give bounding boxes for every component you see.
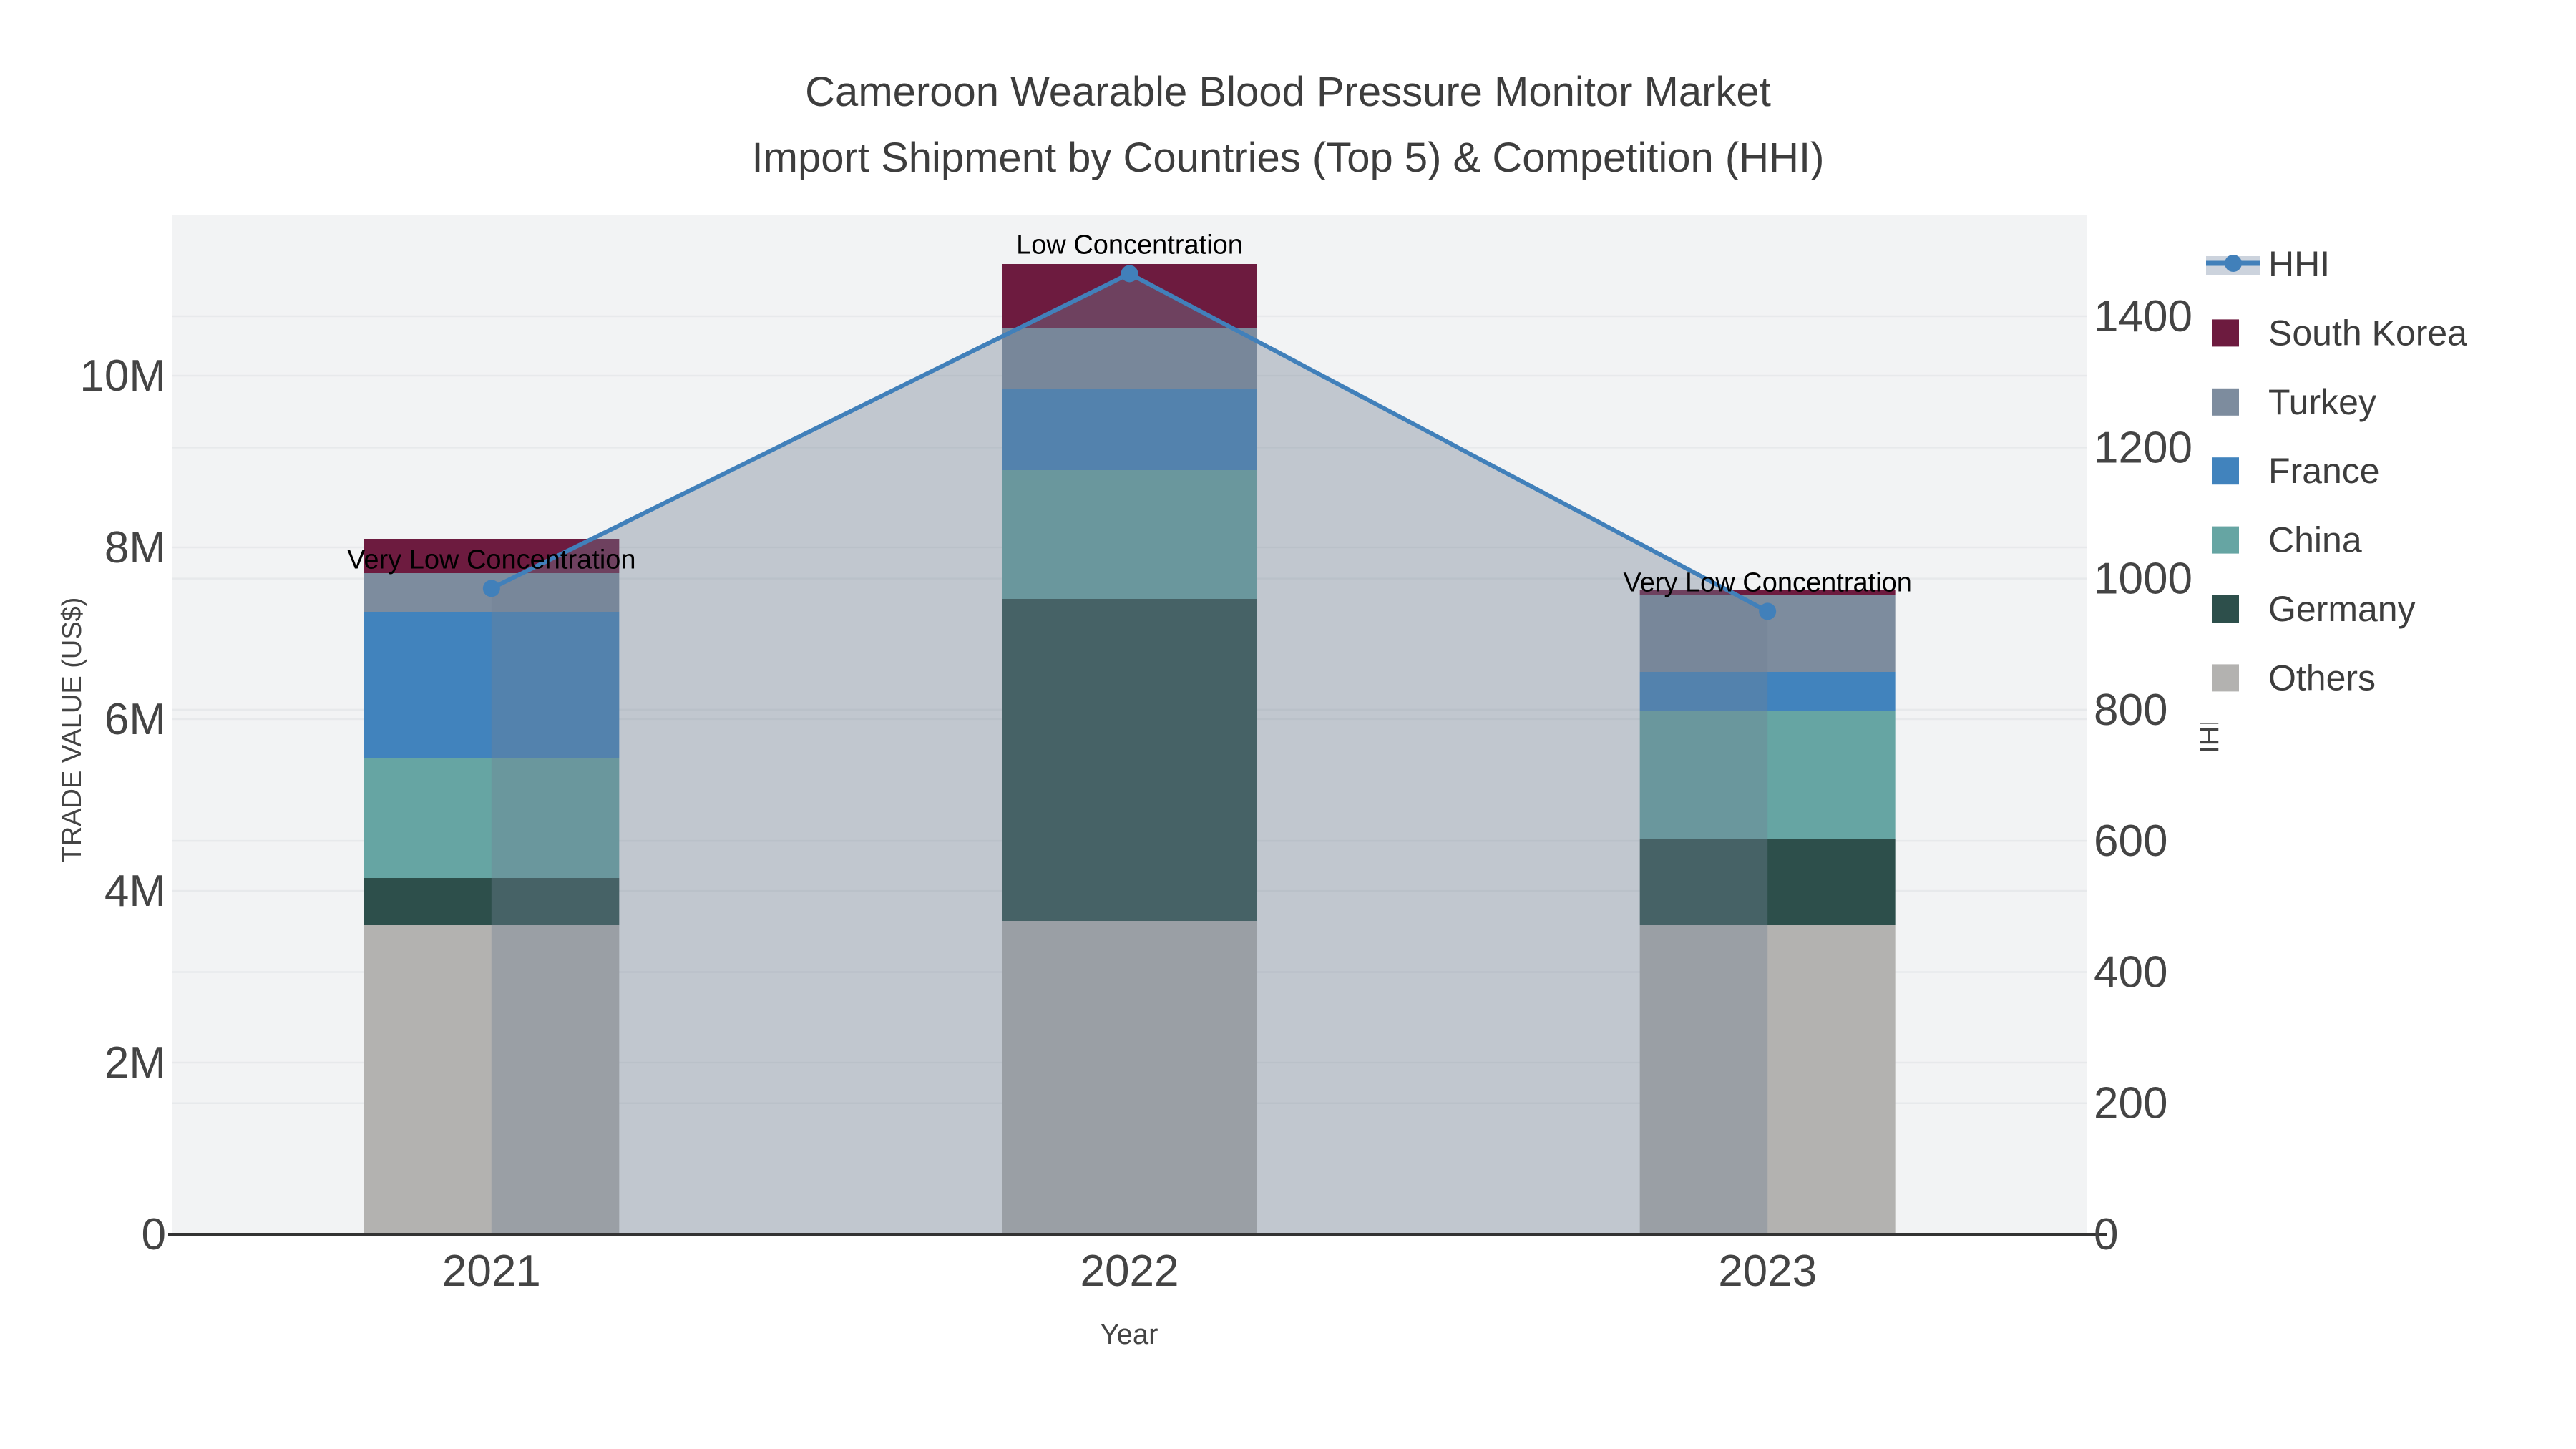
- legend-swatch: [2212, 319, 2239, 347]
- bar-segment-others[interactable]: [1002, 921, 1257, 1234]
- bar-segment-turkey[interactable]: [1002, 328, 1257, 389]
- x-tick-label: 2021: [442, 1246, 541, 1296]
- right-tick-label: 400: [2094, 947, 2167, 997]
- chart-title-line1: Cameroon Wearable Blood Pressure Monitor…: [805, 69, 1771, 115]
- legend-item-label: Others: [2268, 658, 2376, 698]
- right-tick-label: 1400: [2094, 292, 2192, 341]
- hhi-marker[interactable]: [482, 580, 500, 597]
- legend: HHI South Korea Turkey France China Germany Ot…: [2198, 228, 2573, 723]
- x-tick-label: 2022: [1080, 1246, 1179, 1296]
- legend-background: [2198, 228, 2573, 723]
- bar-segment-germany[interactable]: [1639, 839, 1896, 925]
- legend-item-germany[interactable]: Germany: [2212, 589, 2416, 629]
- hhi-marker[interactable]: [1759, 602, 1777, 620]
- hhi-area-fill: [491, 273, 1768, 1235]
- right-axis-tick-labels: 0 200 400 600 800 1000 1200 1400: [2094, 292, 2192, 1259]
- legend-item-label: Turkey: [2268, 382, 2376, 422]
- legend-swatch: [2212, 526, 2239, 554]
- bar-segment-germany[interactable]: [364, 878, 620, 925]
- left-tick-label: 4M: [104, 867, 166, 916]
- right-tick-label: 0: [2094, 1210, 2118, 1259]
- bar-segment-china[interactable]: [1002, 470, 1257, 599]
- left-tick-label: 6M: [104, 695, 166, 744]
- bar-segment-france[interactable]: [1639, 672, 1896, 711]
- bar-segment-china[interactable]: [1639, 711, 1896, 839]
- legend-item-south-korea[interactable]: South Korea: [2212, 313, 2467, 353]
- legend-item-label: France: [2268, 451, 2380, 491]
- legend-item-turkey[interactable]: Turkey: [2212, 382, 2376, 422]
- legend-swatch: [2212, 388, 2239, 416]
- legend-item-label: Germany: [2268, 589, 2416, 629]
- legend-item-hhi[interactable]: HHI: [2206, 244, 2330, 284]
- left-tick-label: 10M: [79, 351, 166, 401]
- stacked-bars: [364, 264, 1896, 1234]
- chart-title-line2: Import Shipment by Countries (Top 5) & C…: [752, 135, 1825, 181]
- legend-item-china[interactable]: China: [2212, 520, 2362, 560]
- bar-segment-china[interactable]: [364, 758, 620, 878]
- legend-item-label: HHI: [2268, 244, 2330, 284]
- x-axis-tick-labels: 2021 2022 2023: [442, 1246, 1817, 1296]
- bar-segment-others[interactable]: [364, 925, 620, 1234]
- left-tick-label: 0: [142, 1210, 166, 1259]
- bar-segment-others[interactable]: [1639, 925, 1896, 1234]
- left-tick-label: 8M: [104, 523, 166, 572]
- bar-segment-france[interactable]: [1002, 389, 1257, 470]
- x-axis-title: Year: [1101, 1319, 1158, 1350]
- legend-swatch: [2212, 457, 2239, 485]
- legend-item-france[interactable]: France: [2212, 451, 2380, 491]
- bar-segment-south-korea[interactable]: [1639, 590, 1896, 595]
- right-tick-label: 1200: [2094, 423, 2192, 472]
- left-tick-label: 2M: [104, 1038, 166, 1088]
- hhi-legend-marker: [2225, 255, 2242, 272]
- x-tick-label: 2023: [1718, 1246, 1817, 1296]
- hhi-line-series: [482, 265, 1777, 1235]
- concentration-annotation: Low Concentration: [1016, 230, 1243, 260]
- left-axis-tick-labels: 0 2M 4M 6M 8M 10M: [79, 351, 166, 1259]
- right-tick-label: 200: [2094, 1079, 2167, 1128]
- concentration-annotation: Very Low Concentration: [1623, 567, 1911, 597]
- bar-segment-france[interactable]: [364, 612, 620, 758]
- legend-swatch: [2212, 595, 2239, 623]
- hhi-annotations: Very Low Concentration Low Concentration V…: [347, 230, 1912, 597]
- legend-item-others[interactable]: Others: [2212, 658, 2376, 698]
- right-tick-label: 1000: [2094, 555, 2192, 604]
- legend-item-label: China: [2268, 520, 2362, 560]
- concentration-annotation: Very Low Concentration: [347, 545, 635, 575]
- legend-swatch: [2212, 664, 2239, 692]
- hhi-marker[interactable]: [1121, 265, 1138, 283]
- right-tick-label: 600: [2094, 816, 2167, 866]
- legend-item-label: South Korea: [2268, 313, 2467, 353]
- right-tick-label: 800: [2094, 686, 2167, 735]
- bar-segment-germany[interactable]: [1002, 599, 1257, 921]
- left-axis-title: TRADE VALUE (US$): [57, 597, 87, 863]
